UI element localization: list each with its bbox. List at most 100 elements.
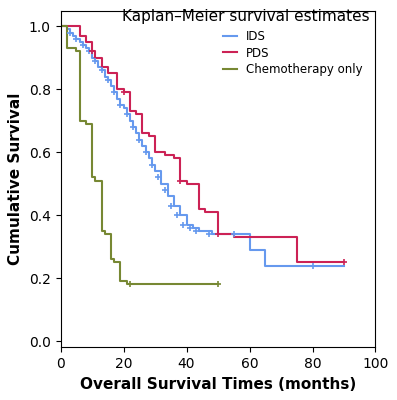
IDS bbox=[83, 46, 88, 51]
Chemotherapy only bbox=[109, 257, 114, 262]
IDS bbox=[102, 74, 107, 79]
Chemotherapy only bbox=[99, 228, 104, 233]
Line: Chemotherapy only: Chemotherapy only bbox=[61, 26, 218, 284]
IDS bbox=[137, 137, 142, 142]
IDS bbox=[93, 58, 98, 63]
IDS bbox=[99, 68, 104, 73]
IDS bbox=[295, 263, 299, 268]
Chemotherapy only bbox=[137, 282, 142, 287]
PDS bbox=[134, 112, 139, 117]
Y-axis label: Cumulative Survival: Cumulative Survival bbox=[8, 93, 23, 265]
IDS bbox=[58, 24, 63, 29]
PDS bbox=[115, 87, 119, 92]
PDS bbox=[203, 210, 208, 214]
Chemotherapy only bbox=[127, 282, 132, 287]
PDS bbox=[341, 260, 346, 265]
IDS bbox=[197, 228, 202, 233]
PDS bbox=[153, 150, 158, 154]
PDS bbox=[247, 235, 252, 240]
IDS bbox=[184, 222, 189, 227]
Line: IDS: IDS bbox=[61, 26, 344, 266]
Chemotherapy only bbox=[153, 282, 158, 287]
IDS bbox=[263, 263, 268, 268]
IDS bbox=[134, 131, 139, 136]
PDS bbox=[90, 49, 94, 54]
IDS bbox=[209, 232, 214, 236]
PDS bbox=[184, 181, 189, 186]
Chemotherapy only bbox=[93, 178, 98, 183]
PDS bbox=[99, 65, 104, 70]
Text: Kaplan–Meier survival estimates: Kaplan–Meier survival estimates bbox=[121, 9, 369, 24]
IDS bbox=[121, 106, 126, 110]
PDS bbox=[127, 109, 132, 114]
Chemotherapy only bbox=[58, 24, 63, 29]
IDS bbox=[326, 263, 331, 268]
IDS bbox=[131, 124, 135, 129]
PDS bbox=[71, 24, 75, 29]
PDS bbox=[310, 260, 315, 265]
Chemotherapy only bbox=[65, 46, 69, 51]
PDS bbox=[295, 260, 299, 265]
IDS bbox=[127, 118, 132, 123]
Chemotherapy only bbox=[90, 175, 94, 180]
Chemotherapy only bbox=[77, 118, 82, 123]
PDS bbox=[162, 153, 167, 158]
IDS bbox=[74, 36, 79, 41]
IDS bbox=[178, 213, 183, 218]
IDS bbox=[140, 144, 145, 148]
IDS bbox=[109, 84, 114, 88]
PDS bbox=[178, 178, 183, 183]
PDS bbox=[197, 206, 202, 211]
Line: PDS: PDS bbox=[61, 26, 344, 262]
IDS bbox=[96, 65, 101, 70]
IDS bbox=[279, 263, 283, 268]
PDS bbox=[93, 55, 98, 60]
Chemotherapy only bbox=[124, 282, 129, 287]
IDS bbox=[191, 225, 195, 230]
PDS bbox=[216, 232, 220, 236]
IDS bbox=[124, 112, 129, 117]
IDS bbox=[153, 169, 158, 174]
IDS bbox=[159, 181, 164, 186]
PDS bbox=[77, 33, 82, 38]
IDS bbox=[341, 263, 346, 268]
IDS bbox=[77, 40, 82, 44]
PDS bbox=[172, 156, 176, 161]
IDS bbox=[310, 263, 315, 268]
IDS bbox=[231, 232, 236, 236]
IDS bbox=[65, 27, 69, 32]
PDS bbox=[83, 40, 88, 44]
Chemotherapy only bbox=[83, 122, 88, 126]
IDS bbox=[67, 30, 72, 35]
Chemotherapy only bbox=[74, 49, 79, 54]
IDS bbox=[115, 96, 119, 101]
IDS bbox=[165, 194, 170, 199]
PDS bbox=[146, 134, 151, 139]
Chemotherapy only bbox=[216, 282, 220, 287]
IDS bbox=[90, 55, 94, 60]
IDS bbox=[203, 228, 208, 233]
PDS bbox=[121, 90, 126, 95]
PDS bbox=[58, 24, 63, 29]
PDS bbox=[106, 71, 110, 76]
Chemotherapy only bbox=[118, 279, 123, 284]
IDS bbox=[80, 43, 85, 48]
IDS bbox=[150, 162, 154, 167]
PDS bbox=[263, 235, 268, 240]
IDS bbox=[106, 77, 110, 82]
PDS bbox=[231, 235, 236, 240]
IDS bbox=[87, 49, 91, 54]
IDS bbox=[71, 33, 75, 38]
IDS bbox=[62, 24, 66, 29]
X-axis label: Overall Survival Times (months): Overall Survival Times (months) bbox=[80, 377, 356, 392]
IDS bbox=[172, 203, 176, 208]
PDS bbox=[140, 131, 145, 136]
Chemotherapy only bbox=[102, 232, 107, 236]
IDS bbox=[247, 247, 252, 252]
IDS bbox=[112, 90, 117, 95]
Legend: IDS, PDS, Chemotherapy only: IDS, PDS, Chemotherapy only bbox=[219, 26, 366, 80]
Chemotherapy only bbox=[112, 260, 117, 265]
IDS bbox=[118, 102, 123, 107]
IDS bbox=[146, 156, 151, 161]
IDS bbox=[143, 150, 148, 154]
